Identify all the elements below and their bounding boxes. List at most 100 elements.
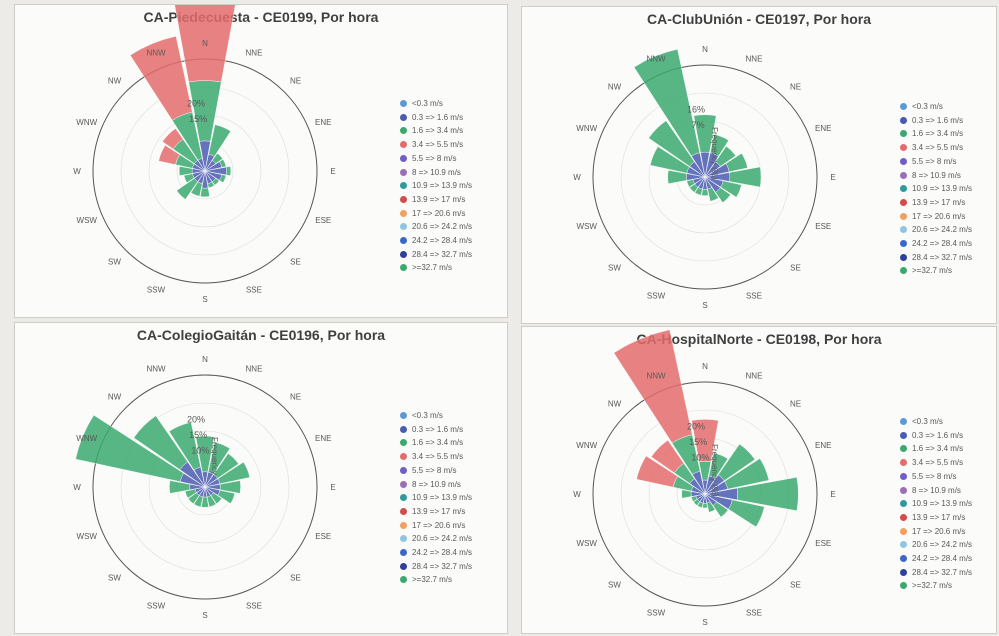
- legend-label: 10.9 => 13.9 m/s: [912, 499, 973, 509]
- wind-rose-chart: 20% 15% 10% Frequency N NNE NE ENE E ESE SE SSE S SSW…: [73, 355, 335, 620]
- wind-rose-chart: 20% 15% N NNE NE ENE E ESE SE SSE S SSW SW WSW W WNW NW N…: [73, 5, 336, 304]
- wedge-NE-1: [212, 153, 223, 164]
- legend-label: <0.3 m/s: [912, 417, 943, 426]
- wedge-NNW-2: [613, 329, 693, 444]
- legend-item: <0.3 m/s: [900, 415, 972, 429]
- legend-item: 8 => 10.9 m/s: [400, 166, 472, 180]
- direction-label-SSE: SSE: [246, 601, 262, 610]
- direction-label-WNW: WNW: [576, 124, 597, 133]
- legend-swatch: [400, 182, 407, 190]
- legend-label: 1.6 => 3.4 m/s: [912, 444, 964, 454]
- direction-label-NNW: NNW: [646, 372, 666, 381]
- legend-item: <0.3 m/s: [400, 409, 472, 423]
- legend-swatch: [900, 226, 907, 234]
- legend-label: 13.9 => 17 m/s: [412, 194, 466, 204]
- wedge-W-1: [169, 480, 191, 494]
- legend-swatch: [400, 466, 407, 474]
- legend-swatch: [400, 549, 407, 557]
- direction-label-S: S: [202, 295, 207, 304]
- legend-label: <0.3 m/s: [912, 102, 943, 111]
- legend-swatch: [400, 562, 407, 570]
- legend-label: 3.4 => 5.5 m/s: [912, 143, 964, 153]
- direction-label-N: N: [202, 39, 208, 48]
- legend-swatch: [400, 535, 407, 543]
- direction-label-E: E: [330, 483, 335, 492]
- wedge-N-1: [693, 114, 717, 153]
- direction-label-ENE: ENE: [815, 124, 831, 133]
- legend-item: 17 => 20.6 m/s: [900, 525, 972, 539]
- wedge-NNE-1: [208, 124, 231, 157]
- legend-label: 5.5 => 8 m/s: [412, 153, 457, 163]
- chart-title: CA-HospitalNorte - CE0198, Por hora: [636, 331, 882, 347]
- legend-label: <0.3 m/s: [412, 411, 443, 420]
- direction-label-SE: SE: [290, 258, 301, 267]
- direction-label-W: W: [73, 167, 81, 176]
- wind-rose-panel-piedecuesta: CA-Piedecuesta - CE0199, Por hora 20% 15%…: [14, 4, 508, 318]
- legend-label: 10.9 => 13.9 m/s: [912, 184, 973, 194]
- legend-label: 0.3 => 1.6 m/s: [412, 424, 464, 434]
- direction-label-WSW: WSW: [77, 216, 98, 225]
- direction-label-SE: SE: [790, 581, 801, 590]
- wedge-SSW-1: [193, 495, 204, 508]
- legend-item: 13.9 => 17 m/s: [400, 505, 472, 519]
- legend: <0.3 m/s 0.3 => 1.6 m/s 1.6 => 3.4 m/s 3.4 …: [400, 409, 472, 587]
- direction-label-W: W: [573, 490, 581, 499]
- legend: <0.3 m/s 0.3 => 1.6 m/s 1.6 => 3.4 m/s 3.4 …: [900, 100, 972, 278]
- direction-label-WNW: WNW: [76, 434, 97, 443]
- legend-swatch: [400, 154, 407, 162]
- direction-label-S: S: [702, 301, 707, 310]
- wedge-ENE-1: [725, 153, 748, 172]
- legend-label: 3.4 => 5.5 m/s: [912, 458, 964, 468]
- legend-swatch: [900, 267, 907, 275]
- legend-label: 17 => 20.6 m/s: [412, 208, 466, 218]
- legend-swatch: [900, 513, 907, 521]
- legend-swatch: [900, 144, 907, 152]
- legend-item: 20.6 => 24.2 m/s: [900, 223, 972, 237]
- direction-label-ENE: ENE: [315, 118, 331, 127]
- legend-label: 20.6 => 24.2 m/s: [912, 540, 973, 550]
- legend-item: 13.9 => 17 m/s: [400, 193, 472, 207]
- legend-item: 10.9 => 13.9 m/s: [400, 491, 472, 505]
- wedge-SSE-1: [707, 187, 719, 202]
- wedge-NNW-1: [633, 49, 700, 157]
- legend-label: >=32.7 m/s: [412, 263, 453, 273]
- legend-swatch: [900, 212, 907, 220]
- legend-item: 5.5 => 8 m/s: [900, 470, 972, 484]
- wedge-ENE-1: [217, 461, 251, 485]
- direction-label-WSW: WSW: [77, 532, 98, 541]
- legend-item: 5.5 => 8 m/s: [900, 155, 972, 169]
- legend-item: 1.6 => 3.4 m/s: [400, 124, 472, 138]
- legend-item: 0.3 => 1.6 m/s: [900, 429, 972, 443]
- wedge-NW-2: [650, 439, 685, 474]
- wedge-NNW-2: [129, 36, 193, 121]
- wind-rose-panel-clubunion: CA-ClubUnión - CE0197, Por hora 16% 7% Fre…: [521, 6, 997, 324]
- ring-label: 10%: [691, 453, 709, 463]
- wedge-SW-1: [176, 178, 198, 200]
- direction-label-S: S: [702, 618, 707, 627]
- legend-item: 0.3 => 1.6 m/s: [400, 111, 472, 125]
- legend-label: 24.2 => 28.4 m/s: [912, 239, 973, 249]
- legend-label: >=32.7 m/s: [412, 575, 453, 585]
- legend-swatch: [400, 412, 407, 419]
- legend-label: 13.9 => 17 m/s: [412, 506, 466, 516]
- legend-item: 10.9 => 13.9 m/s: [900, 497, 972, 511]
- grid-ring: [620, 92, 790, 262]
- legend-item: 28.4 => 32.7 m/s: [900, 566, 972, 580]
- legend-item: 3.4 => 5.5 m/s: [400, 450, 472, 464]
- legend-item: 3.4 => 5.5 m/s: [400, 138, 472, 152]
- direction-label-E: E: [830, 173, 835, 182]
- legend-item: 0.3 => 1.6 m/s: [900, 114, 972, 128]
- legend-swatch: [900, 240, 907, 248]
- legend-item: 8 => 10.9 m/s: [900, 169, 972, 183]
- legend-label: 17 => 20.6 m/s: [412, 520, 466, 530]
- legend-item: <0.3 m/s: [400, 97, 472, 111]
- direction-label-SW: SW: [108, 574, 121, 583]
- legend-swatch: [900, 431, 907, 439]
- wind-rose-panel-colegiogaitan: CA-ColegioGaitán - CE0196, Por hora 20% 1…: [14, 322, 508, 634]
- wedge-NE-1: [715, 146, 736, 167]
- legend-swatch: [900, 103, 907, 110]
- direction-label-ENE: ENE: [315, 434, 331, 443]
- wedge-SSW-1: [190, 181, 203, 197]
- ring-label: 16%: [687, 105, 705, 115]
- wedge-S-1: [201, 496, 209, 508]
